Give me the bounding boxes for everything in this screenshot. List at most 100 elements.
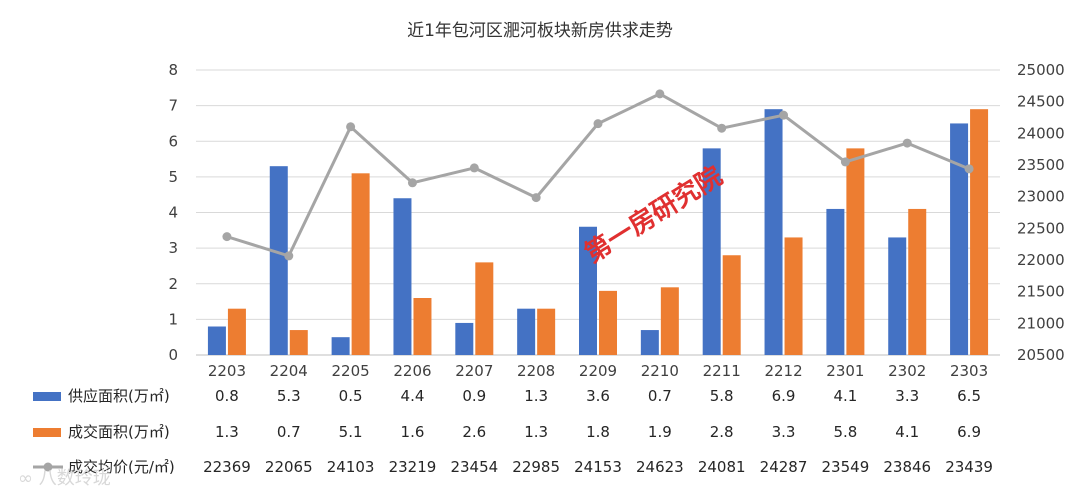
price-point — [593, 119, 603, 129]
price-value-label: 23454 — [450, 458, 498, 476]
deal-value-label: 2.6 — [462, 423, 486, 441]
supply-bar — [455, 322, 474, 355]
deal-bar — [537, 308, 556, 355]
y-left-tick-label: 2 — [168, 275, 178, 293]
deal-value-label: 5.1 — [339, 423, 363, 441]
price-value-label: 22065 — [265, 458, 313, 476]
supply-value-label: 0.9 — [462, 387, 486, 405]
x-tick-label: 2210 — [641, 362, 679, 380]
y-left-tick-label: 5 — [168, 168, 178, 186]
supply-value-label: 0.8 — [215, 387, 239, 405]
gridlines — [196, 69, 1000, 356]
price-legend-label: 成交均价(元/㎡) — [68, 458, 175, 476]
supply-value-label: 5.8 — [710, 387, 734, 405]
supply-bar — [764, 109, 783, 355]
price-value-label: 23219 — [389, 458, 437, 476]
y-left-tick-label: 3 — [168, 239, 178, 257]
price-value-label: 22985 — [512, 458, 560, 476]
price-point — [531, 193, 541, 203]
deal-bar — [413, 298, 432, 355]
y-right-tick-label: 20500 — [1017, 346, 1065, 364]
deal-value-label: 1.3 — [215, 423, 239, 441]
price-value-label: 24153 — [574, 458, 622, 476]
y-left-tick-label: 0 — [168, 346, 178, 364]
supply-bar — [702, 148, 721, 355]
supply-value-label: 4.4 — [401, 387, 425, 405]
deal-value-label: 1.8 — [586, 423, 610, 441]
x-axis-categories: 2203 2204 2205 2206 2207 2208 2209 2210 2211 2212… — [208, 362, 988, 380]
supply-bar — [207, 326, 226, 355]
supply-value-label: 6.5 — [957, 387, 981, 405]
supply-value-label: 6.9 — [772, 387, 796, 405]
price-value-label: 22369 — [203, 458, 251, 476]
supply-value-label: 5.3 — [277, 387, 301, 405]
x-tick-label: 2209 — [579, 362, 617, 380]
price-value-label: 24623 — [636, 458, 684, 476]
x-tick-label: 2207 — [455, 362, 493, 380]
y-right-tick-label: 23000 — [1017, 188, 1065, 206]
supply-bar — [393, 198, 412, 355]
supply-value-label: 3.3 — [895, 387, 919, 405]
y-left-tick-label: 1 — [168, 310, 178, 328]
deal-value-label: 3.3 — [772, 423, 796, 441]
y-left-tick-label: 8 — [168, 61, 178, 79]
deal-value-label: 6.9 — [957, 423, 981, 441]
price-value-label: 24103 — [327, 458, 375, 476]
price-value-label: 23549 — [822, 458, 870, 476]
x-tick-label: 2206 — [393, 362, 431, 380]
deal-bar — [846, 148, 865, 355]
price-value-label: 23846 — [883, 458, 931, 476]
y-left-tick-label: 7 — [168, 97, 178, 115]
price-value-label: 23439 — [945, 458, 993, 476]
y-right-tick-label: 25000 — [1017, 61, 1065, 79]
deal-legend-label: 成交面积(万㎡) — [68, 423, 170, 441]
price-point — [284, 251, 294, 261]
deal-value-label: 5.8 — [833, 423, 857, 441]
x-tick-label: 2211 — [703, 362, 741, 380]
x-tick-label: 2302 — [888, 362, 926, 380]
price-point — [717, 123, 727, 133]
deal-value-label: 0.7 — [277, 423, 301, 441]
y-left-tick-label: 4 — [168, 204, 178, 222]
price-value-label: 24287 — [760, 458, 808, 476]
deal-bar — [475, 262, 494, 355]
y-axis-left: 0 1 2 3 4 5 6 7 8 — [168, 61, 178, 364]
price-point — [779, 110, 789, 120]
supply-value-label: 0.5 — [339, 387, 363, 405]
bars — [207, 109, 989, 355]
y-axis-right: 20500 21000 21500 22000 22500 23000 23500 24000… — [1017, 61, 1065, 364]
price-line — [222, 89, 974, 261]
x-tick-label: 2204 — [270, 362, 308, 380]
deal-bar — [970, 109, 989, 355]
deal-value-label: 1.6 — [401, 423, 425, 441]
supply-bar — [517, 308, 536, 355]
supply-bar — [640, 330, 659, 355]
data-table: 供应面积(万㎡) 0.8 5.3 0.5 4.4 0.9 1.3 3.6 0.7 5.8 6.9 4.… — [33, 387, 993, 476]
deal-bar — [660, 287, 679, 355]
supply-value-label: 4.1 — [833, 387, 857, 405]
supply-bar — [269, 166, 288, 355]
supply-bar — [826, 208, 845, 355]
supply-bar — [331, 337, 350, 355]
price-legend-marker — [43, 462, 53, 472]
price-point — [902, 138, 912, 148]
price-point — [407, 178, 417, 188]
supply-value-label: 1.3 — [524, 387, 548, 405]
deal-bar — [227, 308, 246, 355]
x-tick-label: 2205 — [332, 362, 370, 380]
deal-value-label: 4.1 — [895, 423, 919, 441]
deal-bar — [289, 330, 308, 355]
y-right-tick-label: 22500 — [1017, 219, 1065, 237]
x-tick-label: 2303 — [950, 362, 988, 380]
y-right-tick-label: 24500 — [1017, 93, 1065, 111]
supply-bar — [950, 123, 969, 355]
price-point — [469, 163, 479, 173]
supply-legend-label: 供应面积(万㎡) — [68, 387, 170, 405]
price-point — [346, 122, 356, 132]
price-point — [655, 89, 665, 99]
y-right-tick-label: 22000 — [1017, 251, 1065, 269]
deal-value-label: 1.3 — [524, 423, 548, 441]
x-tick-label: 2208 — [517, 362, 555, 380]
y-right-tick-label: 21000 — [1017, 314, 1065, 332]
